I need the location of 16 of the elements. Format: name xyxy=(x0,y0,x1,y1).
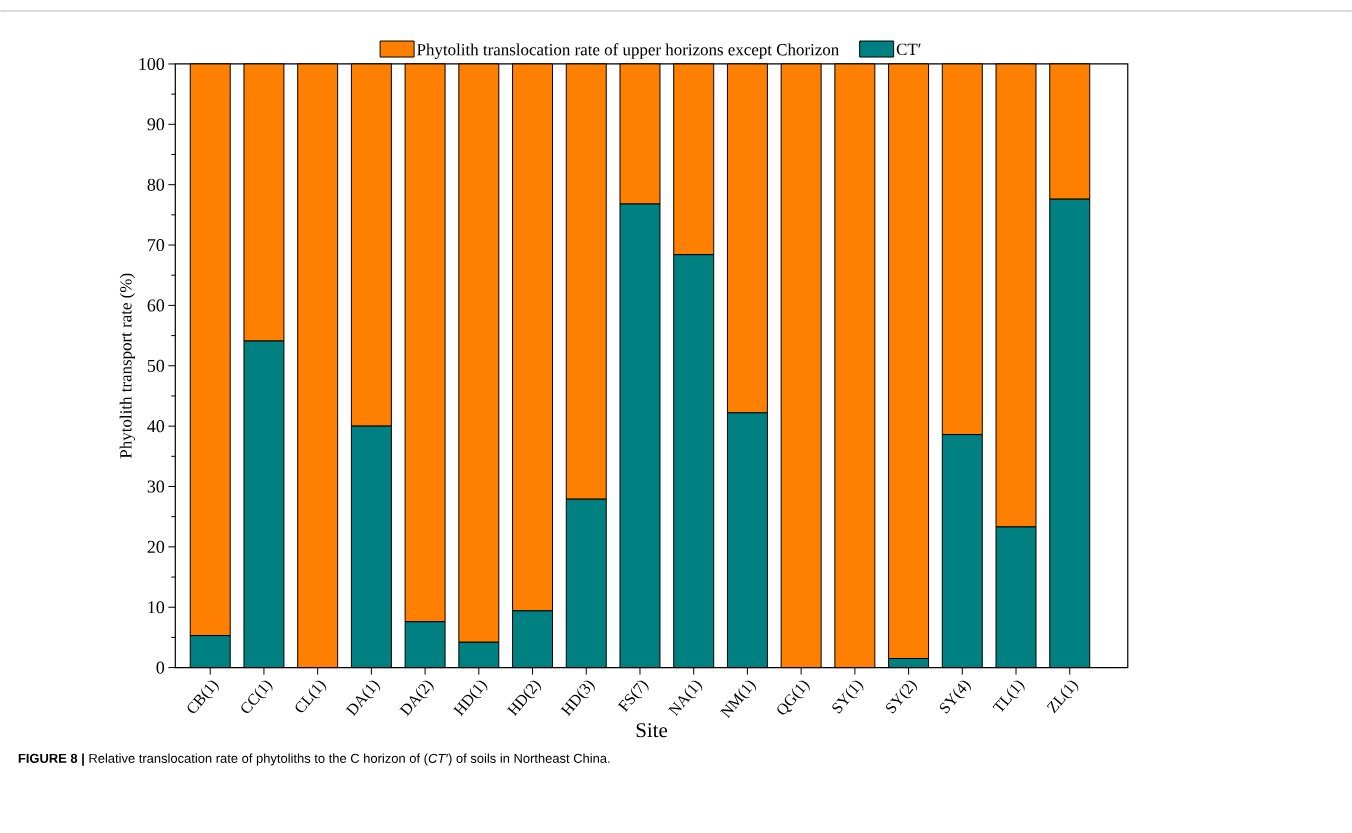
y-tick-label: 50 xyxy=(147,359,165,373)
legend-label: Phytolith translocation rate of upper horizons except Chorizon xyxy=(417,43,839,60)
x-axis-title: Site xyxy=(636,723,668,738)
y-tick-label: 80 xyxy=(147,178,165,191)
y-tick-label: 60 xyxy=(147,299,165,312)
y-tick-label: 70 xyxy=(148,239,165,252)
text: FIGURE 8 | Relative translocation rate of phytoliths to the C horizon of (CT′) of soils in Northeast China. xyxy=(18,753,610,766)
legend-label: CT′ xyxy=(896,43,921,56)
y-axis-title: Phytolith transport rate (%) xyxy=(119,273,136,459)
y-tick-label: 20 xyxy=(147,541,165,554)
y-tick-label: 90 xyxy=(147,118,165,131)
y-tick-label: 40 xyxy=(147,420,165,433)
y-tick-label: 0 xyxy=(156,661,165,674)
y-tick-label: 10 xyxy=(148,601,165,614)
y-tick-label: 30 xyxy=(147,480,165,493)
y-tick-label: 100 xyxy=(139,58,165,71)
